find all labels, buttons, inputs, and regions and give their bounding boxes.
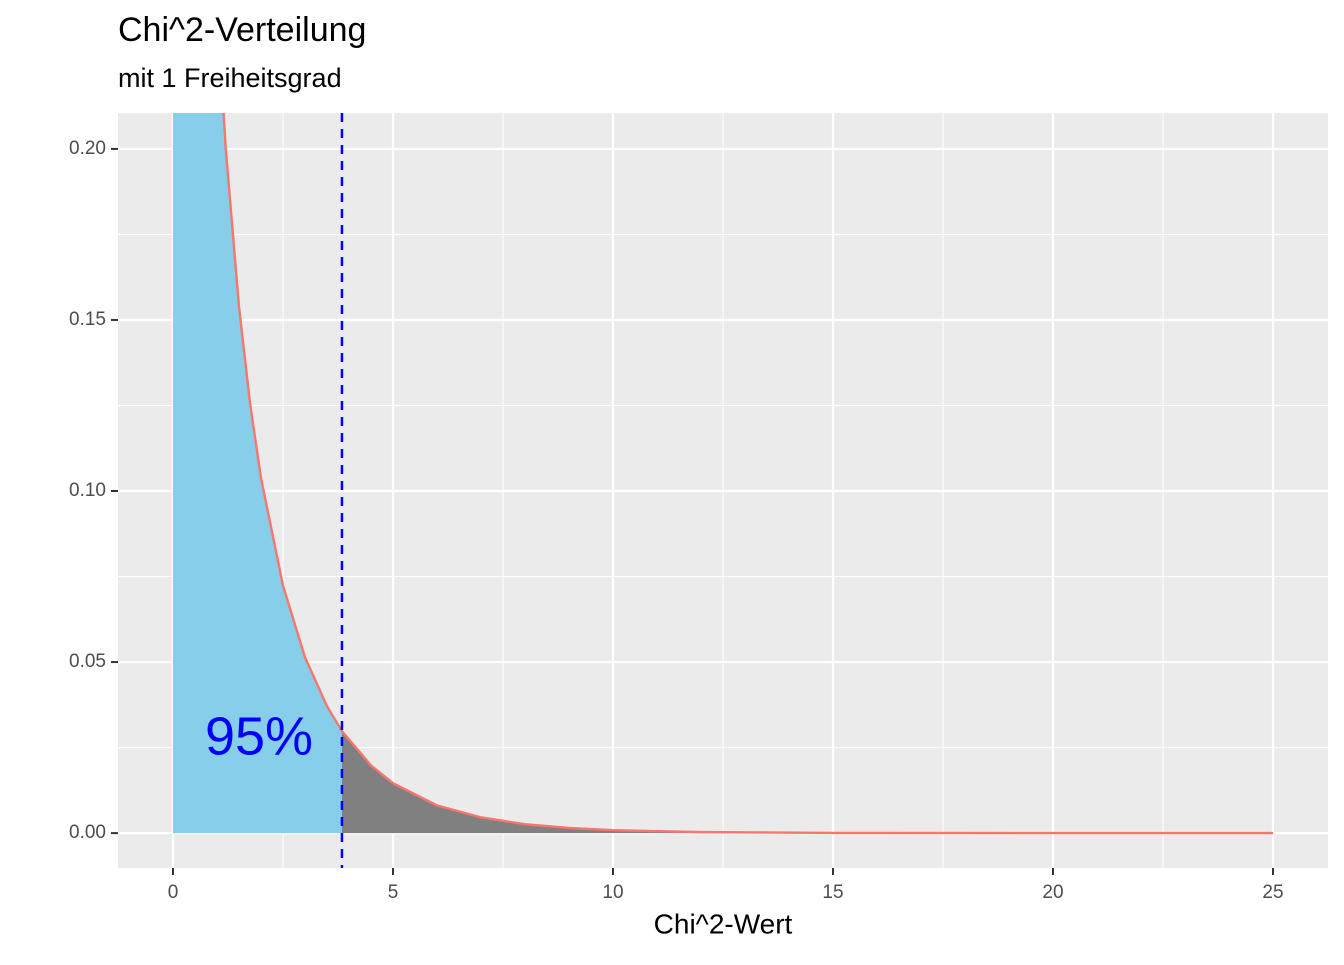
y-tick-label: 0.15 — [69, 309, 106, 330]
x-tick-label: 20 — [1042, 882, 1063, 903]
chart-title: Chi^2-Verteilung — [118, 11, 366, 49]
axes: 0 5 10 15 20 25 0.00 0.05 0.10 0.15 0.20 — [69, 138, 1284, 903]
area-right — [341, 731, 1274, 834]
area-left — [173, 113, 342, 834]
x-axis-title: Chi^2-Wert — [654, 908, 793, 939]
x-tick-label: 5 — [388, 882, 399, 903]
x-tick-label: 15 — [822, 882, 843, 903]
y-tick-label: 0.10 — [69, 480, 106, 501]
y-tick-label: 0.05 — [69, 651, 106, 672]
density-line — [222, 113, 1273, 835]
x-tick-label: 10 — [602, 882, 623, 903]
chart-subtitle: mit 1 Freiheitsgrad — [118, 63, 342, 93]
y-tick-label: 0.00 — [69, 822, 106, 843]
annotation: 95% — [205, 706, 313, 766]
y-tick-label: 0.20 — [69, 138, 106, 159]
x-tick-label: 0 — [168, 882, 179, 903]
x-tick-label: 25 — [1262, 882, 1283, 903]
plot-area — [173, 113, 1274, 835]
